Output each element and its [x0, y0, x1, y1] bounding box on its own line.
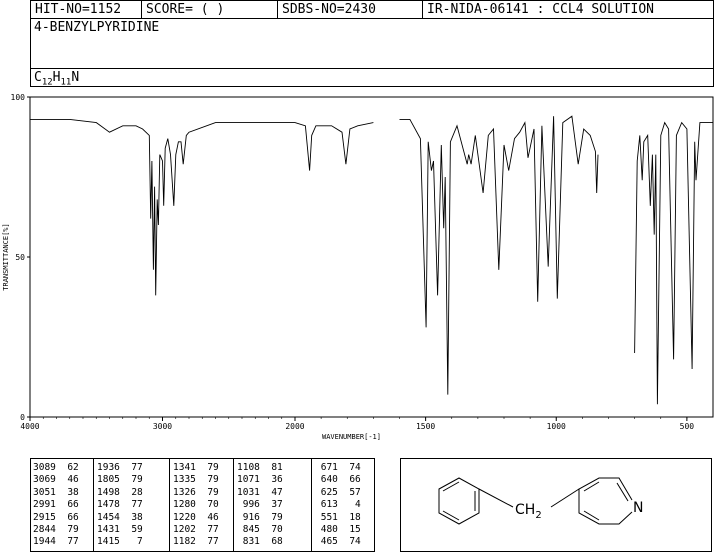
x-axis-label: WAVENUMBER[-1] [322, 433, 381, 441]
y-axis-label: TRANSMITTANCE[%] [2, 223, 10, 290]
peak-row: 1478 77 [97, 499, 143, 511]
peak-column: 1341 79 1335 79 1326 79 1280 70 1220 46 1202 … [173, 462, 233, 549]
peak-row: 551 18 [315, 511, 361, 523]
nitrogen-label: N [633, 500, 643, 516]
peak-row: 2915 66 [33, 511, 79, 523]
y-tick-label: 0 [20, 413, 25, 422]
molecular-formula: C12H11N [34, 70, 79, 88]
x-tick-label: 1000 [547, 422, 566, 431]
peak-row: 1415 7 [97, 536, 143, 548]
x-tick-label: 500 [680, 422, 695, 431]
bond-ch2-pyridine [550, 488, 580, 508]
peak-row: 640 66 [315, 474, 361, 486]
peak-row: 2844 79 [33, 524, 79, 536]
formula-hydrogen: H [52, 70, 61, 85]
score: SCORE= ( ) [146, 2, 225, 17]
sdbs-number: SDBS-NO=2430 [282, 2, 376, 17]
hit-number: HIT-NO=1152 [35, 2, 122, 17]
benzene-ring [438, 477, 480, 525]
bond-ring-ch2 [478, 488, 514, 508]
header-divider [277, 1, 278, 18]
peak-row: 1108 81 [237, 462, 283, 473]
peak-table: 3089 62 3069 46 3051 38 2991 66 2915 66 2844 … [30, 458, 375, 552]
pyridine-ring [578, 477, 633, 525]
peak-row: 1182 77 [173, 536, 219, 548]
peak-row: 1498 28 [97, 486, 143, 498]
peak-row: 671 74 [315, 462, 361, 473]
formula-hydrogen-count: 11 [60, 77, 72, 88]
x-tick-label: 3000 [153, 422, 172, 431]
spectrum-trace [30, 118, 374, 296]
formula-nitrogen: N [71, 70, 80, 85]
x-tick-label: 1500 [416, 422, 435, 431]
peak-row: 996 37 [237, 499, 283, 511]
peak-row: 480 15 [315, 524, 361, 536]
formula-carbon: C [34, 70, 42, 85]
peak-row: 625 57 [315, 486, 361, 498]
peak-row: 1071 36 [237, 474, 283, 486]
peak-row: 1326 79 [173, 486, 219, 498]
header-bar: HIT-NO=1152 SCORE= ( ) SDBS-NO=2430 IR-N… [30, 0, 714, 19]
peak-column-divider [311, 459, 312, 551]
x-tick-label: 4000 [20, 422, 39, 431]
peak-column: 1108 81 1071 36 1031 47 996 37 916 79 845 … [237, 462, 311, 549]
formula-box: C12H11N [30, 68, 714, 88]
peak-row: 465 74 [315, 536, 361, 548]
peak-row: 1431 59 [97, 524, 143, 536]
spectrum-trace [399, 115, 599, 395]
ch2-label: CH2 [515, 502, 542, 521]
header-divider [141, 1, 142, 18]
formula-carbon-count: 12 [41, 77, 53, 88]
peak-row: 1280 70 [173, 499, 219, 511]
peak-column: 1936 77 1805 79 1498 28 1478 77 1454 38 1431 … [97, 462, 169, 549]
peak-column: 671 74 640 66 625 57 613 4 551 18 480 15… [315, 462, 373, 549]
compound-name: 4-BENZYLPYRIDINE [34, 20, 160, 35]
peak-row: 1936 77 [97, 462, 143, 473]
peak-row: 1202 77 [173, 524, 219, 536]
peak-row: 1341 79 [173, 462, 219, 473]
structure-box: CH2 N [400, 458, 712, 552]
plot-frame [29, 96, 714, 418]
peak-row: 613 4 [315, 499, 361, 511]
compound-name-box: 4-BENZYLPYRIDINE [30, 18, 714, 69]
peak-column-divider [169, 459, 170, 551]
ch2-subscript: 2 [535, 510, 541, 521]
peak-row: 1031 47 [237, 486, 283, 498]
peak-row: 3069 46 [33, 474, 79, 486]
spectrum-trace [634, 121, 713, 405]
peak-row: 1220 46 [173, 511, 219, 523]
peak-column-divider [93, 459, 94, 551]
peak-row: 3089 62 [33, 462, 79, 473]
peak-row: 1335 79 [173, 474, 219, 486]
peak-row: 845 70 [237, 524, 283, 536]
x-tick-label: 2000 [285, 422, 304, 431]
peak-row: 1454 38 [97, 511, 143, 523]
peak-column-divider [233, 459, 234, 551]
ir-identifier: IR-NIDA-06141 : CCL4 SOLUTION [427, 2, 654, 17]
peak-row: 1805 79 [97, 474, 143, 486]
header-divider [422, 1, 423, 18]
peak-row: 3051 38 [33, 486, 79, 498]
peak-row: 2991 66 [33, 499, 79, 511]
peak-row: 1944 77 [33, 536, 79, 548]
peak-row: 916 79 [237, 511, 283, 523]
peak-row: 831 68 [237, 536, 283, 548]
molecular-structure: CH2 N [438, 477, 643, 525]
y-tick-label: 50 [15, 253, 25, 262]
y-tick-label: 100 [11, 93, 26, 102]
peak-column: 3089 62 3069 46 3051 38 2991 66 2915 66 2844 … [33, 462, 93, 549]
